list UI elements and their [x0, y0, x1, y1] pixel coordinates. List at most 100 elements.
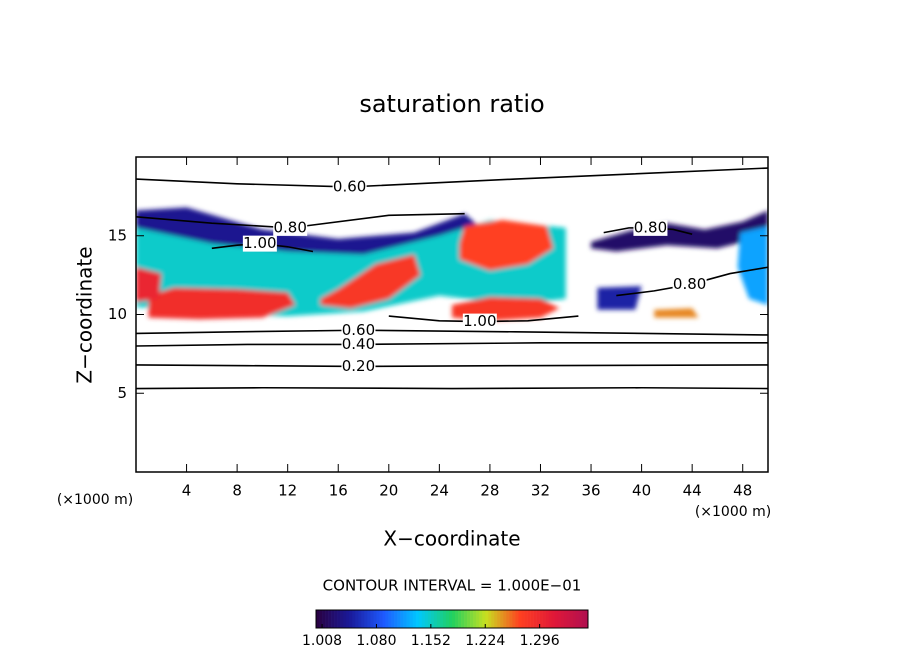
colorbar-cell [433, 610, 438, 628]
colorbar-cell [406, 610, 410, 628]
colorbar-cell [340, 610, 344, 628]
colorbar-cell [458, 610, 462, 628]
colorbar-tick-label: 1.224 [465, 633, 505, 649]
contour-label-bg [273, 219, 308, 236]
colorbar-cell [373, 610, 377, 628]
y-tick-label: 10 [108, 305, 127, 323]
x-tick-label: 12 [278, 482, 297, 500]
colorbar-cell [464, 610, 468, 628]
colorbar-cell [566, 610, 571, 628]
colorbar-cell [376, 610, 380, 628]
colorbar-cell [355, 610, 359, 628]
x-tick-label: 28 [480, 482, 499, 500]
colorbar-cell [575, 610, 580, 628]
colorbar-cell [358, 610, 362, 628]
y-tick-label: 15 [108, 226, 127, 244]
x-tick-label: 20 [379, 482, 398, 500]
colorbar-cell [316, 610, 320, 628]
colorbar-cell [403, 610, 407, 628]
saturation-region [136, 267, 162, 302]
colorbar-cell [572, 610, 577, 628]
colorbar-cell [473, 610, 477, 628]
x-tick-label: 8 [232, 482, 242, 500]
colorbar-cell [503, 610, 507, 628]
colorbar-cell [470, 610, 474, 628]
contour-label: 1.00 [243, 234, 276, 252]
colorbar-cell [397, 610, 401, 628]
colorbar-cell [455, 610, 459, 628]
colorbar-tick-label: 1.152 [411, 633, 451, 649]
colorbar-cell [548, 610, 553, 628]
colorbar-frame [315, 609, 589, 629]
y-unit-label: (×1000 m) [57, 492, 133, 508]
colorbar-cell [436, 610, 441, 628]
x-tick-label: 4 [182, 482, 192, 500]
colorbar-cell [415, 610, 420, 628]
colorbar-cell [379, 610, 383, 628]
colorbar-cell [424, 610, 429, 628]
colorbar-cell [527, 610, 531, 628]
contour-label-bg [672, 276, 707, 293]
contour-label: 0.20 [342, 357, 375, 375]
colorbar-cell [560, 610, 565, 628]
contour-label: 0.60 [333, 177, 366, 195]
contour-label-bg [341, 336, 376, 353]
colorbar-cell [388, 610, 392, 628]
colorbar-cell [337, 610, 341, 628]
y-axis-label: Z−coordinate [73, 246, 97, 383]
x-tick-label: 44 [683, 482, 702, 500]
contour-line [136, 386, 768, 390]
colorbar-cell [536, 610, 540, 628]
colorbar-cell [412, 610, 417, 628]
colorbar-cell [367, 610, 371, 628]
colorbar-cell [509, 610, 513, 628]
saturation-region [320, 254, 421, 309]
colorbar-cell [349, 610, 353, 628]
colorbar-cell [500, 610, 504, 628]
x-tick-label: 24 [430, 482, 449, 500]
colorbar-cell [448, 610, 453, 628]
colorbar-cell [557, 610, 562, 628]
colorbar-cell [452, 610, 456, 628]
contour-label: 1.00 [463, 312, 496, 330]
colorbar-cell [322, 610, 326, 628]
colorbar-cell [506, 610, 510, 628]
saturation-region [148, 287, 296, 320]
colorbar-cell [494, 610, 498, 628]
colorbar-cell [554, 610, 559, 628]
colorbar-cell [488, 610, 492, 628]
colorbar-cell [439, 610, 444, 628]
colorbar-cell [385, 610, 389, 628]
contour-label-bg [341, 322, 376, 339]
colorbar-cell [539, 610, 543, 628]
colorbar-cell [328, 610, 332, 628]
x-unit-label: (×1000 m) [695, 504, 771, 520]
contour-label-bg [341, 358, 376, 375]
contour-label: 0.80 [673, 275, 706, 293]
colorbar-cell [370, 610, 374, 628]
colorbar-cell [325, 610, 329, 628]
saturation-region [459, 220, 554, 271]
saturation-region [597, 286, 642, 310]
colorbar-cell [382, 610, 386, 628]
colorbar-cell [409, 610, 414, 628]
colorbar-tick-label: 1.008 [302, 633, 342, 649]
colorbar-cell [485, 610, 489, 628]
contour-label-bg [633, 219, 668, 236]
colorbar-cell [467, 610, 471, 628]
chart-title: saturation ratio [359, 90, 544, 118]
colorbar-cell [343, 610, 347, 628]
colorbar-cell [430, 610, 435, 628]
y-tick-label: 5 [117, 384, 127, 402]
colorbar-cell [421, 610, 426, 628]
colorbar-cell [394, 610, 398, 628]
contour-interval: CONTOUR INTERVAL = 1.000E−01 [323, 577, 582, 595]
colorbar-cell [427, 610, 432, 628]
contour-label: 0.40 [342, 335, 375, 353]
contour-label-bg [242, 235, 277, 252]
colorbar-cell [512, 610, 516, 628]
saturation-region [654, 308, 699, 318]
colorbar-cell [391, 610, 395, 628]
x-tick-label: 36 [581, 482, 600, 500]
